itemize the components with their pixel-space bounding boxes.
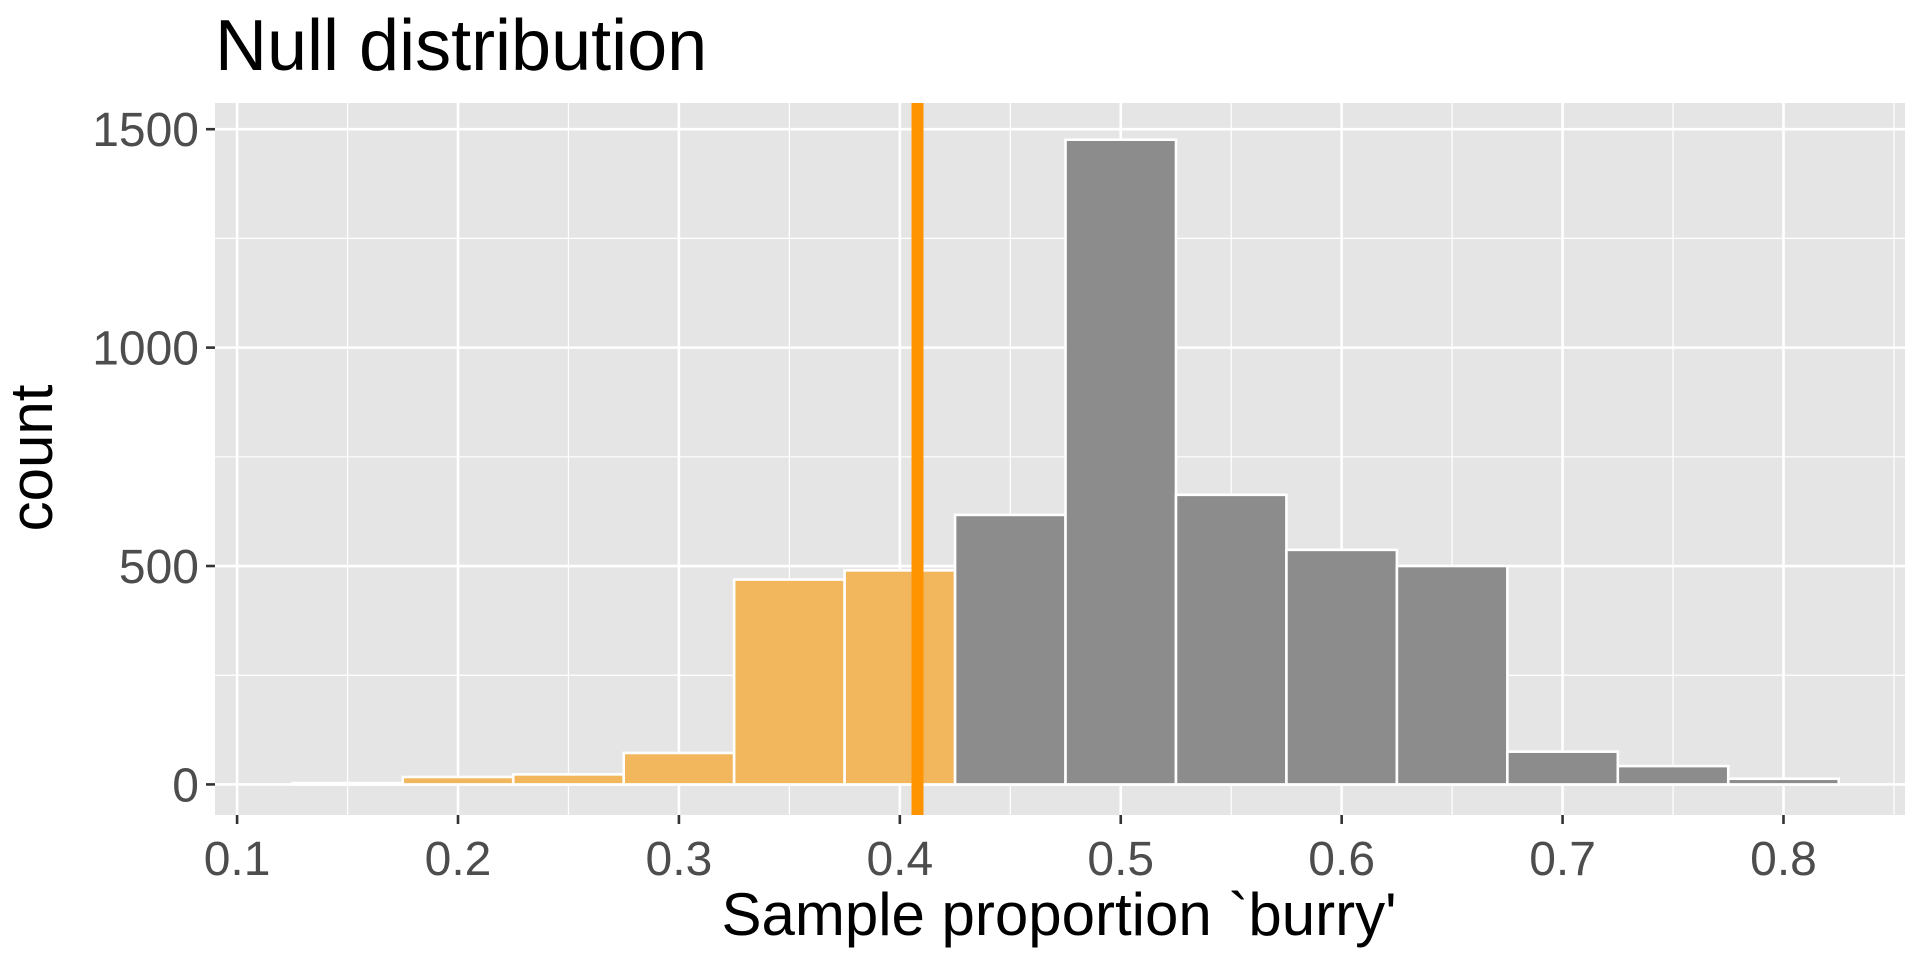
histogram-bar-shaded: [291, 781, 405, 786]
x-tick-label: 0.6: [1308, 833, 1375, 886]
histogram-bar: [1174, 493, 1288, 786]
x-axis-title: Sample proportion `burry': [721, 881, 1396, 948]
x-tick-label: 0.7: [1529, 833, 1596, 886]
histogram-bar: [1285, 548, 1399, 786]
y-axis-title: count: [0, 384, 65, 531]
x-axis: 0.1 0.2 0.3 0.4 0.5 0.6 0.7 0.8: [204, 815, 1817, 886]
x-tick-label: 0.4: [866, 833, 933, 886]
chart-title: Null distribution: [215, 6, 707, 86]
histogram-bar: [1064, 138, 1178, 786]
histogram-bar-shaded: [732, 578, 846, 786]
x-tick-label: 0.8: [1750, 833, 1817, 886]
x-tick-label: 0.2: [425, 833, 492, 886]
x-tick-label: 0.1: [204, 833, 271, 886]
histogram-bar: [1726, 777, 1841, 786]
y-tick-label: 1500: [92, 104, 199, 157]
histogram-bar: [953, 513, 1067, 786]
histogram-bar-shaded: [843, 569, 957, 786]
histogram-bars: [291, 138, 1841, 786]
histogram-bar: [1395, 564, 1509, 786]
y-tick-label: 1000: [92, 323, 199, 376]
histogram-bar-shaded: [401, 775, 515, 786]
histogram-bar: [1616, 764, 1730, 786]
histogram-bar-shaded: [511, 773, 625, 786]
x-tick-label: 0.3: [646, 833, 713, 886]
y-axis: 0 500 1000 1500: [92, 104, 215, 812]
x-tick-label: 0.5: [1087, 833, 1154, 886]
y-tick-label: 500: [119, 541, 199, 594]
histogram-bar-shaded: [622, 751, 736, 786]
histogram-bar: [1506, 750, 1620, 786]
y-tick-label: 0: [172, 759, 199, 812]
minor-gridlines: [215, 103, 1905, 815]
